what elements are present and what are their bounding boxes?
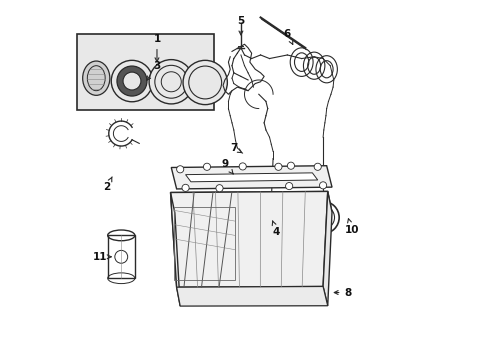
- Text: 11: 11: [92, 252, 111, 262]
- Ellipse shape: [203, 163, 210, 170]
- Polygon shape: [170, 192, 327, 287]
- Ellipse shape: [123, 72, 141, 90]
- Text: 5: 5: [237, 16, 244, 35]
- Ellipse shape: [161, 72, 181, 92]
- Polygon shape: [185, 173, 317, 182]
- Ellipse shape: [111, 60, 152, 102]
- Polygon shape: [170, 192, 331, 213]
- Ellipse shape: [182, 184, 189, 192]
- Polygon shape: [171, 166, 331, 189]
- Ellipse shape: [313, 163, 321, 170]
- Text: 10: 10: [344, 219, 358, 235]
- Ellipse shape: [216, 185, 223, 192]
- Ellipse shape: [319, 182, 326, 189]
- Polygon shape: [176, 287, 327, 306]
- Text: 2: 2: [103, 177, 112, 192]
- Polygon shape: [170, 193, 180, 306]
- Text: 8: 8: [334, 288, 351, 297]
- Ellipse shape: [82, 61, 110, 95]
- Ellipse shape: [285, 183, 292, 190]
- Text: 3: 3: [146, 61, 160, 80]
- FancyBboxPatch shape: [77, 33, 214, 111]
- Ellipse shape: [176, 166, 183, 173]
- Text: 6: 6: [283, 28, 292, 44]
- Ellipse shape: [287, 162, 294, 169]
- Text: 1: 1: [153, 34, 160, 62]
- Text: 9: 9: [221, 159, 233, 174]
- Ellipse shape: [117, 66, 147, 96]
- Ellipse shape: [239, 163, 246, 170]
- Text: 7: 7: [230, 143, 242, 153]
- Ellipse shape: [183, 60, 227, 105]
- Text: 4: 4: [272, 221, 280, 237]
- Ellipse shape: [149, 60, 193, 104]
- Polygon shape: [323, 192, 331, 306]
- Ellipse shape: [274, 163, 282, 170]
